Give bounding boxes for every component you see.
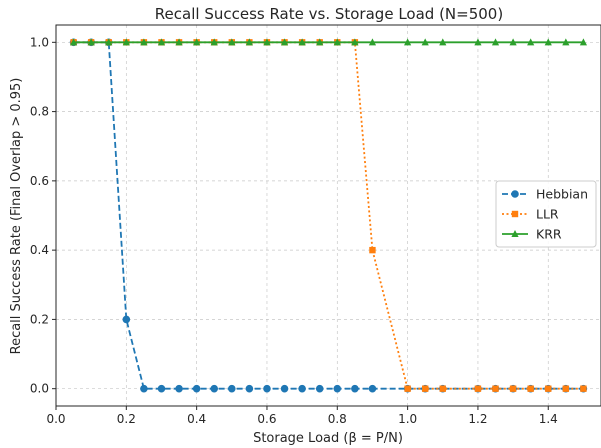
chart-title: Recall Success Rate vs. Storage Load (N=… [155, 5, 503, 23]
series-line-llr [73, 41, 584, 390]
data-point-krr [562, 38, 570, 46]
data-point-hebbian [228, 384, 236, 393]
data-point-krr [579, 38, 588, 46]
data-point-krr [474, 38, 482, 46]
x-tick-label: 0.2 [117, 412, 136, 426]
data-point-hebbian [245, 384, 254, 393]
data-point-krr [157, 38, 166, 46]
series-krr [69, 38, 588, 46]
data-point-krr [544, 38, 552, 46]
legend-label-hebbian: Hebbian [536, 187, 588, 202]
data-point-krr [210, 38, 218, 46]
legend-label-krr: KRR [536, 227, 562, 242]
data-point-krr [439, 38, 447, 46]
data-point-krr [87, 38, 95, 46]
x-tick-label: 0.4 [187, 412, 206, 426]
x-tick-label: 1.4 [539, 412, 558, 426]
x-tick-label: 0.6 [257, 412, 276, 426]
data-point-krr [69, 38, 78, 46]
data-point-hebbian [157, 384, 166, 393]
legend-label-llr: LLR [536, 207, 559, 222]
data-point-hebbian [333, 384, 342, 393]
data-point-llr [492, 385, 499, 392]
data-point-llr [545, 385, 552, 392]
series-layer [69, 38, 588, 393]
legend: Hebbian LLR KRR [495, 180, 597, 248]
legend-marker-krr [511, 230, 519, 237]
legend-marker-hebbian [511, 190, 519, 198]
data-point-llr [474, 385, 482, 392]
data-point-krr [351, 38, 359, 46]
data-point-krr [421, 38, 429, 46]
y-tick-label: 0.6 [30, 174, 49, 188]
data-point-hebbian [192, 384, 201, 393]
data-point-hebbian [175, 384, 183, 393]
data-point-krr [245, 38, 253, 46]
y-tick-label: 0.4 [30, 243, 49, 257]
data-point-krr [140, 38, 148, 46]
series-line-hebbian [73, 41, 584, 390]
data-point-krr [175, 38, 183, 46]
data-point-llr [439, 385, 446, 392]
y-tick-label: 0.8 [30, 105, 49, 119]
data-point-krr [105, 38, 113, 46]
data-point-krr [404, 38, 412, 46]
data-point-hebbian [263, 384, 271, 393]
y-axis-ticks: 0.0 0.2 0.4 0.6 0.8 1.0 [30, 35, 56, 396]
data-point-krr [263, 38, 271, 46]
x-tick-label: 0.0 [46, 412, 65, 426]
data-point-hebbian [122, 315, 131, 324]
y-axis-title: Recall Success Rate (Final Overlap > 0.9… [9, 78, 24, 355]
data-point-krr [491, 38, 500, 46]
data-point-hebbian [351, 384, 359, 393]
data-point-llr [562, 385, 570, 392]
y-tick-label: 0.0 [30, 382, 49, 396]
data-point-krr [368, 38, 377, 46]
data-point-krr [228, 38, 236, 46]
data-point-hebbian [298, 384, 306, 393]
data-point-krr [122, 38, 130, 46]
data-point-krr [509, 38, 517, 46]
data-point-hebbian [140, 384, 148, 393]
data-point-hebbian [210, 384, 219, 393]
x-axis-title: Storage Load (β = P/N) [253, 431, 403, 446]
plot-area-frame [55, 24, 601, 407]
data-point-krr [193, 38, 201, 46]
data-point-llr [421, 385, 429, 392]
data-point-krr [527, 38, 535, 46]
legend-marker-llr [511, 210, 519, 218]
data-point-llr [580, 385, 587, 392]
y-tick-label: 1.0 [30, 35, 49, 49]
data-point-llr [527, 385, 534, 392]
x-axis-ticks: 0.0 0.2 0.4 0.6 0.8 1.0 1.2 1.4 [46, 406, 558, 426]
y-tick-label: 0.2 [30, 312, 49, 326]
data-point-hebbian [280, 384, 289, 393]
x-tick-label: 1.2 [468, 412, 487, 426]
data-point-llr [369, 246, 376, 254]
legend-box [495, 180, 597, 248]
data-point-krr [298, 38, 306, 46]
data-point-hebbian [315, 384, 324, 393]
data-point-krr [316, 38, 324, 46]
x-tick-label: 1.0 [398, 412, 417, 426]
data-point-llr [509, 385, 517, 392]
data-point-llr [404, 385, 411, 392]
data-point-hebbian [368, 384, 377, 393]
data-point-krr [333, 38, 341, 46]
x-tick-label: 0.8 [328, 412, 347, 426]
data-point-krr [280, 38, 289, 46]
